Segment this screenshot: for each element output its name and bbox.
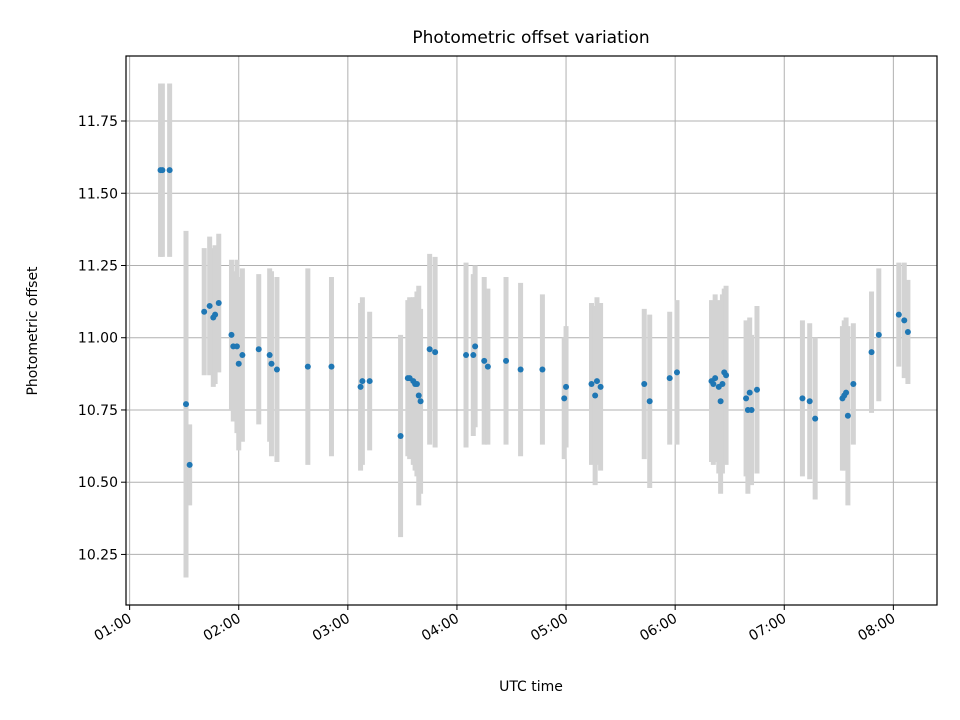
data-point: [875, 331, 882, 338]
data-point: [753, 386, 760, 393]
y-tick-label: 11.00: [78, 331, 118, 347]
data-point: [470, 352, 477, 359]
data-point: [901, 317, 908, 324]
data-point: [719, 380, 726, 387]
data-point: [850, 380, 857, 387]
data-point: [843, 389, 850, 396]
data-point: [868, 349, 875, 356]
data-point: [201, 308, 208, 315]
y-axis-label: Photometric offset: [25, 266, 41, 396]
data-point: [233, 343, 240, 350]
data-point: [183, 401, 190, 408]
x-axis-label: UTC time: [499, 679, 563, 695]
data-point: [415, 392, 422, 399]
data-point: [812, 415, 819, 422]
data-point: [748, 406, 755, 413]
data-point: [597, 383, 604, 390]
x-tick-label: 03:00: [310, 611, 353, 645]
data-point: [904, 328, 911, 335]
data-point: [212, 311, 219, 318]
y-tick-label: 11.75: [78, 114, 118, 130]
data-point: [328, 363, 335, 370]
data-point: [895, 311, 902, 318]
x-tick-label: 06:00: [637, 611, 680, 645]
data-point: [359, 378, 366, 385]
x-tick-label: 08:00: [855, 611, 898, 645]
data-point: [166, 167, 173, 174]
data-point: [472, 343, 479, 350]
y-tick-label: 11.25: [78, 258, 118, 274]
data-point: [463, 352, 470, 359]
data-point: [413, 380, 420, 387]
data-point: [712, 375, 719, 382]
x-tick-label: 01:00: [92, 611, 135, 645]
data-point: [666, 375, 673, 382]
data-point: [641, 380, 648, 387]
data-point: [710, 380, 717, 387]
data-point: [743, 395, 750, 402]
data-point: [268, 360, 275, 367]
data-point: [239, 352, 246, 359]
data-point: [481, 357, 488, 364]
data-point: [357, 383, 364, 390]
data-point: [273, 366, 280, 373]
data-point: [717, 398, 724, 405]
data-point: [235, 360, 242, 367]
data-point: [255, 346, 262, 353]
data-point: [561, 395, 568, 402]
data-points: [157, 167, 911, 468]
data-point: [723, 372, 730, 379]
plot-frame: [125, 55, 938, 606]
data-point: [266, 352, 273, 359]
data-point: [844, 412, 851, 419]
x-tick-label: 05:00: [528, 611, 571, 645]
data-point: [426, 346, 433, 353]
data-point: [593, 378, 600, 385]
chart-title: Photometric offset variation: [412, 28, 649, 48]
data-point: [186, 461, 193, 468]
data-point: [417, 398, 424, 405]
data-point: [432, 349, 439, 356]
data-point: [215, 300, 222, 307]
data-point: [806, 398, 813, 405]
data-point: [517, 366, 524, 373]
data-point: [484, 363, 491, 370]
data-point: [646, 398, 653, 405]
data-point: [397, 432, 404, 439]
y-tick-label: 11.50: [78, 186, 118, 202]
errorbars: [158, 83, 911, 578]
y-tick-label: 10.75: [78, 403, 118, 419]
data-point: [588, 380, 595, 387]
y-tick-label: 10.25: [78, 547, 118, 563]
data-point: [799, 395, 806, 402]
data-point: [673, 369, 680, 376]
data-point: [304, 363, 311, 370]
data-point: [592, 392, 599, 399]
y-axis-ticks: 10.25 10.50 10.75 11.00 11.25 11.50 11.75: [78, 114, 126, 563]
data-point: [228, 331, 235, 338]
data-point: [746, 389, 753, 396]
data-point: [539, 366, 546, 373]
grid: [126, 56, 937, 605]
data-point: [503, 357, 510, 364]
x-tick-label: 07:00: [746, 611, 789, 645]
data-point: [366, 378, 373, 385]
data-point: [206, 302, 213, 309]
x-tick-label: 04:00: [419, 611, 462, 645]
data-point: [159, 167, 166, 174]
x-tick-label: 02:00: [201, 611, 244, 645]
data-point: [563, 383, 570, 390]
x-axis-ticks: 01:00 02:00 03:00 04:00 05:00 06:00 07:00 08:00: [92, 605, 898, 645]
y-tick-label: 10.50: [78, 475, 118, 491]
